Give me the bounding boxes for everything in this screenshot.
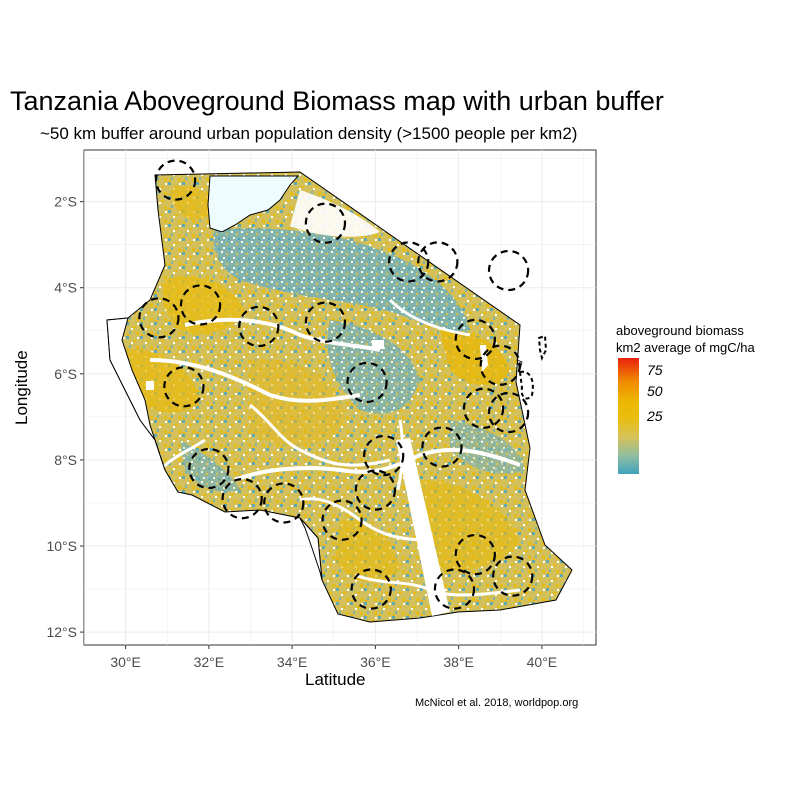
urban-buffer-circle — [138, 297, 180, 339]
urban-buffer-circle — [421, 426, 463, 468]
legend-tick-50: 50 — [647, 383, 663, 399]
y-axis-title: Longitude — [12, 350, 31, 425]
y-tick-label: 12°S — [46, 624, 77, 640]
legend-title: aboveground biomass km2 average of mgC/h… — [616, 322, 755, 356]
map-subtitle: ~50 km buffer around urban population de… — [40, 124, 578, 143]
y-tick-label: 10°S — [46, 538, 77, 554]
legend-colorbar — [618, 358, 639, 474]
urban-buffer-circle — [363, 434, 405, 477]
urban-buffer-circle — [454, 533, 496, 576]
urban-buffer-circle — [454, 318, 496, 361]
legend-tick-75: 75 — [647, 362, 663, 378]
legend-title-line1: aboveground biomass — [616, 323, 744, 338]
urban-buffer-layer — [138, 159, 534, 610]
urban-buffer-circle — [179, 284, 222, 326]
urban-buffer-circle — [354, 469, 397, 511]
axes: 30°E 32°E 34°E 36°E 38°E 40°E 2°S 4°S 6°S 8°S 10°S… — [46, 194, 557, 670]
y-tick-label: 6°S — [54, 366, 77, 382]
urban-buffer-circle — [221, 477, 263, 520]
x-tick-label: 36°E — [360, 654, 391, 670]
urban-buffer-circle — [487, 249, 530, 292]
source-caption: McNicol et al. 2018, worldpop.org — [415, 697, 579, 709]
x-tick-label: 40°E — [527, 654, 558, 670]
urban-buffer-circle — [487, 391, 530, 434]
legend-title-line2: km2 average of mgC/ha — [616, 340, 755, 355]
urban-buffer-circle — [346, 361, 388, 404]
y-tick-label: 2°S — [54, 194, 77, 210]
x-axis-title: Latitude — [305, 670, 366, 689]
urban-buffer-circle — [263, 482, 305, 524]
urban-buffer-circle — [238, 305, 280, 348]
x-tick-label: 30°E — [110, 654, 141, 670]
x-tick-label: 32°E — [194, 654, 225, 670]
legend-tick-25: 25 — [647, 408, 663, 424]
urban-buffer-circle — [163, 366, 205, 408]
urban-buffer-circle — [350, 568, 392, 610]
urban-buffer-circle — [304, 301, 347, 343]
urban-buffer-circle — [492, 555, 534, 597]
urban-buffer-circle — [479, 344, 521, 386]
x-tick-label: 38°E — [443, 654, 474, 670]
tanzania-biomass-raster — [106, 171, 573, 623]
urban-buffer-circle — [388, 241, 430, 283]
y-tick-label: 4°S — [54, 280, 77, 296]
x-tick-label: 34°E — [277, 654, 308, 670]
urban-buffer-circle — [433, 568, 476, 610]
urban-buffer-circle — [304, 202, 347, 244]
urban-buffer-circle — [417, 241, 459, 283]
urban-buffer-circle — [154, 159, 197, 201]
urban-buffer-circle — [321, 499, 363, 541]
map-title: Tanzania Aboveground Biomass map with ur… — [10, 86, 664, 116]
y-tick-label: 8°S — [54, 452, 77, 468]
urban-buffer-circle — [188, 447, 230, 490]
urban-buffer-circle — [462, 387, 505, 429]
